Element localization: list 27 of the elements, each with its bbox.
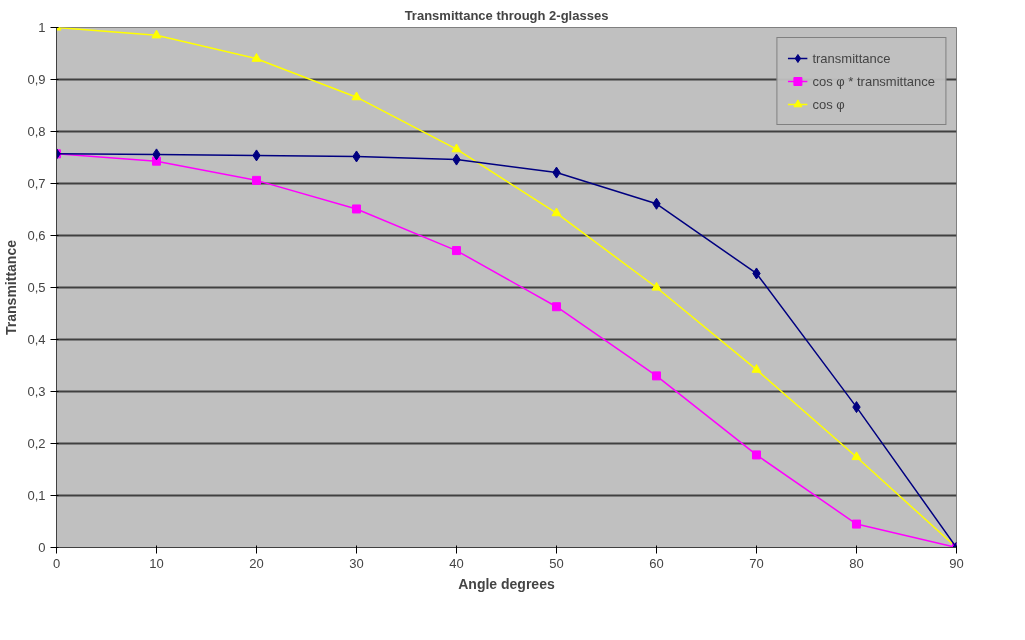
x-tick-label: 20 <box>249 555 264 571</box>
legend-label: transmittance <box>812 50 891 66</box>
x-axis-title: Angle degrees <box>458 575 555 592</box>
x-tick-label: 0 <box>52 555 61 571</box>
x-tick-label: 30 <box>349 555 364 571</box>
y-tick-label: 0,9 <box>27 72 46 87</box>
y-tick-label: 0,7 <box>27 176 46 191</box>
y-tick-label: 0,2 <box>27 436 46 451</box>
x-tick-label: 90 <box>949 555 964 571</box>
chart-title: Transmittance through 2-glasses <box>404 7 609 23</box>
y-tick-label: 0,3 <box>27 384 46 399</box>
y-tick-label: 0,8 <box>27 124 46 139</box>
y-axis-title: Transmittance <box>3 239 20 335</box>
x-tick-label: 70 <box>749 555 764 571</box>
y-tick-label: 0,1 <box>27 488 46 503</box>
y-tick-label: 0,5 <box>27 280 46 295</box>
y-tick-label: 1 <box>38 20 46 35</box>
legend-label: cos φ * transmittance <box>812 73 935 89</box>
y-tick-label: 0,4 <box>27 332 46 347</box>
y-tick-label: 0 <box>38 540 46 555</box>
x-tick-label: 60 <box>649 555 664 571</box>
x-tick-label: 80 <box>849 555 864 571</box>
x-tick-label: 40 <box>449 555 464 571</box>
x-tick-label: 50 <box>549 555 564 571</box>
y-tick-label: 0,6 <box>27 228 46 243</box>
x-tick-label: 10 <box>149 555 164 571</box>
legend-label: cos φ <box>812 96 845 112</box>
